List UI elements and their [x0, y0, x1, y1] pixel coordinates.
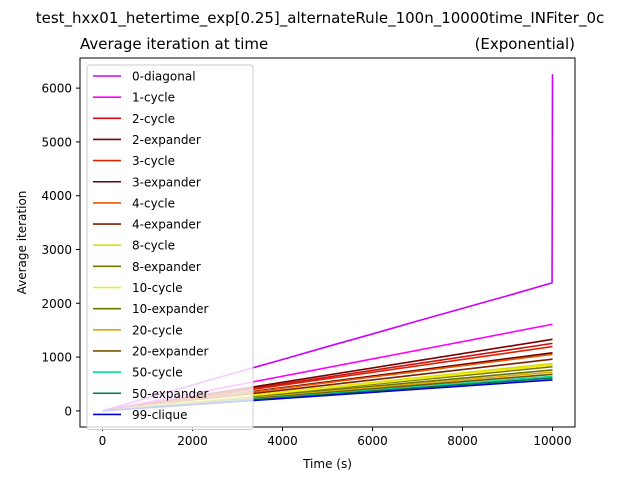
legend-item: 50-cycle [93, 366, 183, 380]
legend-label: 1-cycle [132, 91, 175, 105]
x-tick-label: 10000 [533, 434, 571, 448]
legend-item: 0-diagonal [93, 70, 196, 84]
legend-box [86, 64, 254, 431]
legend-item: 1-cycle [93, 91, 175, 105]
legend-label: 4-cycle [132, 196, 175, 210]
x-tick-label: 0 [99, 434, 107, 448]
legend-item: 3-cycle [93, 154, 175, 168]
legend-item: 10-expander [93, 302, 208, 316]
x-tick-label: 4000 [267, 434, 298, 448]
figure-title: test_hxx01_hetertime_exp[0.25]_alternate… [36, 9, 605, 28]
plot-frame [79, 57, 576, 428]
legend-label: 20-cycle [132, 323, 183, 337]
legend-label: 3-cycle [132, 154, 175, 168]
legend-item: 8-cycle [93, 239, 175, 253]
chart-subtitle: (Exponential) [475, 35, 575, 53]
legend-item: 2-expander [93, 133, 201, 147]
legend-label: 10-cycle [132, 281, 183, 295]
legend-label: 2-expander [132, 133, 201, 147]
legend-label: 99-clique [132, 408, 187, 422]
x-tick-label: 6000 [357, 434, 388, 448]
legend-item: 4-cycle [93, 196, 175, 210]
legend-label: 2-cycle [132, 112, 175, 126]
legend-item: 10-cycle [93, 281, 183, 295]
chart-title: Average iteration at time [80, 35, 268, 53]
legend-item: 8-expander [93, 260, 201, 274]
legend-label: 50-expander [132, 387, 208, 401]
legend-item: 2-cycle [93, 112, 175, 126]
y-axis-label: Average iteration [15, 191, 29, 295]
legend-label: 20-expander [132, 344, 208, 358]
x-tick-label: 8000 [447, 434, 478, 448]
legend-item: 4-expander [93, 218, 201, 232]
legend-item: 20-expander [93, 344, 208, 358]
x-axis: 0 2000 4000 6000 8000 10000 [99, 427, 572, 448]
y-axis: 0 1000 2000 3000 4000 5000 6000 [41, 82, 80, 418]
y-tick-label: 1000 [41, 351, 72, 365]
x-axis-label: Time (s) [302, 457, 352, 471]
legend-label: 8-expander [132, 260, 201, 274]
y-tick-label: 0 [64, 404, 72, 418]
legend: 0-diagonal 1-cycle 2-cycle 2-expander 3-cycl… [86, 64, 254, 431]
legend-label: 3-expander [132, 175, 201, 189]
y-tick-label: 4000 [41, 189, 72, 203]
legend-label: 4-expander [132, 218, 201, 232]
legend-label: 8-cycle [132, 239, 175, 253]
legend-item: 99-clique [93, 408, 187, 422]
y-tick-label: 6000 [41, 82, 72, 96]
legend-label: 50-cycle [132, 366, 183, 380]
x-tick-label: 2000 [177, 434, 208, 448]
y-tick-label: 3000 [41, 243, 72, 257]
legend-label: 0-diagonal [132, 70, 196, 84]
legend-item: 3-expander [93, 175, 201, 189]
legend-item: 20-cycle [93, 323, 183, 337]
y-tick-label: 5000 [41, 135, 72, 149]
y-tick-label: 2000 [41, 297, 72, 311]
legend-item: 50-expander [93, 387, 208, 401]
legend-label: 10-expander [132, 302, 208, 316]
